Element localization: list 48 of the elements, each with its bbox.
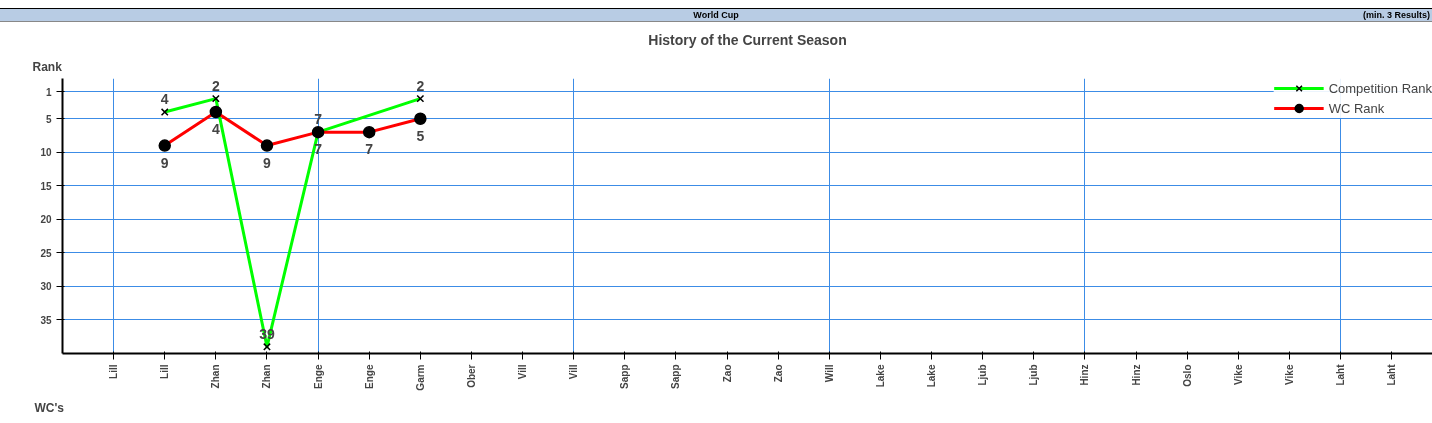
y-tick-label: 25 — [40, 247, 52, 259]
x-tick-label: Vike — [1232, 364, 1244, 385]
data-label: 2 — [416, 77, 425, 94]
data-label: 4 — [160, 91, 169, 108]
data-label: 4 — [211, 121, 220, 138]
x-tick-label: Enge — [363, 364, 375, 389]
data-label: 9 — [160, 154, 169, 171]
y-axis-title: Rank — [32, 59, 63, 74]
y-tick-label: 15 — [40, 180, 52, 192]
x-tick-label: Lill — [108, 364, 120, 379]
data-label: 9 — [263, 154, 272, 171]
y-tick-label: 10 — [40, 147, 52, 159]
x-tick-label: Ljub — [1028, 364, 1040, 386]
x-tick-label: Laht — [1334, 363, 1346, 386]
x-tick-label: Ljub — [977, 364, 989, 386]
x-tick-label: Hinz — [1079, 364, 1091, 386]
x-tick-label: Lill — [159, 364, 171, 379]
x-tick-label: Zhan — [261, 364, 273, 389]
y-tick-label: 5 — [45, 113, 52, 125]
y-tick-label: 35 — [40, 314, 52, 326]
y-tick-label: 20 — [40, 214, 52, 226]
x-tick-label: Vill — [517, 364, 529, 380]
x-tick-label: Lake — [874, 364, 886, 388]
x-axis-title: WC's — [34, 400, 65, 415]
legend-label: WC Rank — [1328, 100, 1385, 116]
y-tick-label: 1 — [45, 86, 52, 98]
x-tick-label: Laht — [1386, 363, 1398, 386]
legend-label: Competition Rank — [1328, 80, 1432, 96]
x-tick-label: Zhan — [210, 364, 222, 389]
data-label: 5 — [416, 127, 425, 144]
text: (min. 3 Results) — [1362, 10, 1430, 20]
x-tick-label: Oslo — [1181, 364, 1193, 387]
x-tick-label: Zao — [721, 364, 733, 383]
chart-title: History of the Current Season — [648, 31, 847, 48]
x-tick-label: Ober — [465, 364, 477, 388]
x-tick-label: Sapp — [619, 364, 631, 389]
x-tick-label: Garm — [414, 364, 426, 391]
x-tick-label: Will — [823, 364, 835, 383]
data-label: 2 — [211, 77, 220, 94]
x-tick-label: Enge — [312, 364, 324, 389]
y-tick-label: 30 — [40, 281, 52, 293]
x-tick-label: Vill — [568, 364, 580, 380]
x-tick-label: Lake — [926, 364, 938, 388]
chart-subtitle: World Cup — [693, 10, 739, 20]
x-tick-label: Hinz — [1130, 364, 1142, 386]
x-tick-label: Sapp — [670, 364, 682, 389]
x-tick-label: Vike — [1283, 364, 1295, 385]
x-tick-label: Zao — [772, 364, 784, 383]
